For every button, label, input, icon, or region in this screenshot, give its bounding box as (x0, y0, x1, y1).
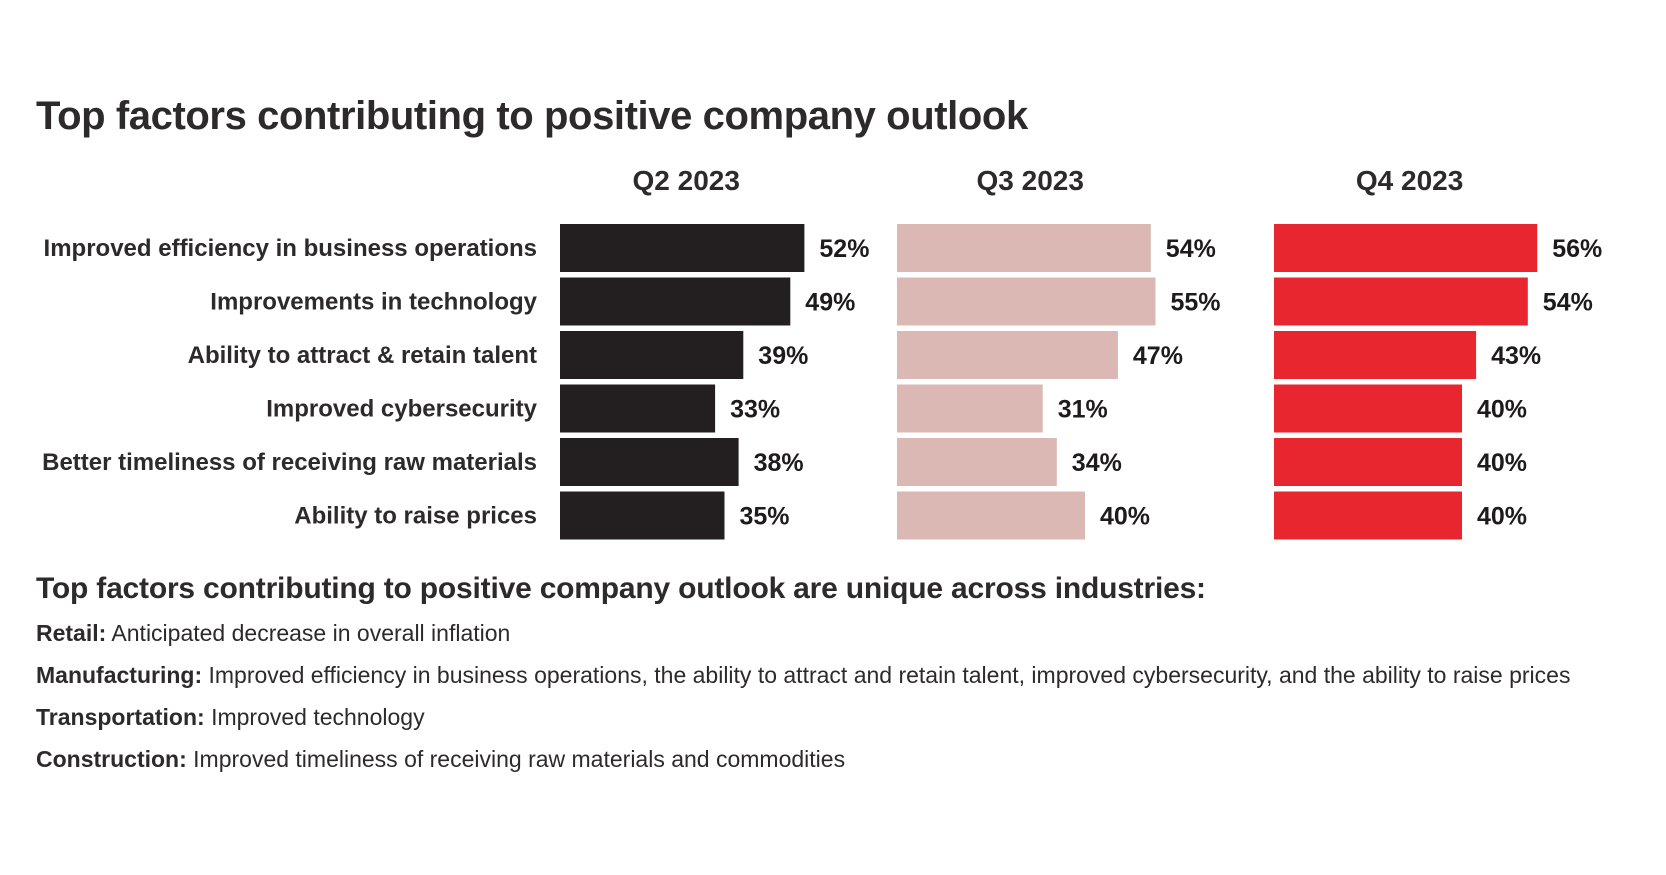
bar (560, 331, 744, 379)
value-label: 38% (754, 449, 804, 477)
value-label: 54% (1166, 235, 1216, 263)
industries-subtitle: Top factors contributing to positive com… (36, 572, 1206, 605)
value-label: 56% (1552, 235, 1602, 263)
value-label: 40% (1100, 503, 1150, 531)
industry-note-retail: Retail: Anticipated decrease in overall … (36, 620, 1646, 646)
industry-notes: Retail: Anticipated decrease in overall … (36, 620, 1646, 788)
value-label: 54% (1543, 289, 1593, 317)
value-label: 40% (1477, 396, 1527, 424)
bar (1274, 277, 1528, 326)
value-label: 47% (1133, 342, 1183, 370)
value-label: 40% (1477, 449, 1527, 477)
panel-label: Q2 2023 (632, 165, 739, 196)
industry-text: Improved technology (211, 704, 425, 730)
industry-text: Improved efficiency in business operatio… (208, 662, 1571, 688)
value-label: 52% (819, 235, 869, 263)
bar-chart: Improved efficiency in business operatio… (42, 165, 1602, 540)
value-label: 39% (758, 342, 808, 370)
industry-note-manufacturing: Manufacturing: Improved efficiency in bu… (36, 662, 1646, 688)
value-label: 55% (1171, 289, 1221, 317)
category-label: Ability to attract & retain talent (188, 342, 537, 369)
bar (1274, 384, 1462, 433)
bar (560, 224, 805, 272)
value-label: 49% (805, 289, 855, 317)
bar (897, 277, 1156, 326)
bar (1274, 491, 1462, 540)
bar (897, 438, 1057, 486)
panel-label: Q4 2023 (1356, 165, 1463, 196)
category-label: Ability to raise prices (294, 503, 537, 530)
industry-name: Manufacturing: (36, 662, 203, 688)
bar (897, 331, 1118, 379)
bar (1274, 224, 1538, 272)
industry-text: Improved timeliness of receiving raw mat… (193, 746, 846, 772)
value-label: 31% (1058, 396, 1108, 424)
industry-name: Retail: (36, 620, 107, 646)
category-label: Improved efficiency in business operatio… (44, 235, 537, 262)
value-label: 43% (1491, 342, 1541, 370)
panel-label: Q3 2023 (977, 165, 1084, 196)
industry-name: Construction: (36, 746, 187, 772)
bar (897, 224, 1151, 272)
industry-text: Anticipated decrease in overall inflatio… (111, 620, 511, 646)
industry-note-transportation: Transportation: Improved technology (36, 704, 1646, 730)
bar (560, 438, 739, 486)
chart-title: Top factors contributing to positive com… (36, 94, 1028, 138)
category-label: Better timeliness of receiving raw mater… (42, 449, 537, 476)
industry-note-construction: Construction: Improved timeliness of rec… (36, 746, 1646, 772)
category-label: Improved cybersecurity (266, 396, 537, 423)
industry-name: Transportation: (36, 704, 205, 730)
bar (1274, 331, 1477, 379)
bar (1274, 438, 1462, 486)
value-label: 35% (740, 503, 790, 531)
value-label: 33% (730, 396, 780, 424)
bar (560, 384, 716, 433)
value-label: 40% (1477, 503, 1527, 531)
bar (897, 384, 1043, 433)
bar (897, 491, 1085, 540)
category-label: Improvements in technology (210, 289, 537, 316)
bar (560, 277, 791, 326)
bar (560, 491, 725, 540)
value-label: 34% (1072, 449, 1122, 477)
